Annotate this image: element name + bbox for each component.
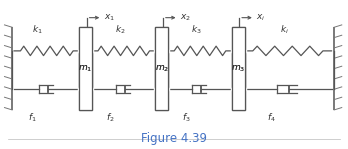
Bar: [231, 27, 245, 110]
Bar: [155, 27, 168, 110]
Text: $f_2$: $f_2$: [105, 111, 114, 124]
Text: $k_2$: $k_2$: [115, 24, 126, 36]
Bar: [79, 27, 92, 110]
Text: $x_2$: $x_2$: [180, 12, 191, 23]
Text: $m_1$: $m_1$: [79, 63, 93, 74]
Text: Figure 4.39: Figure 4.39: [141, 132, 207, 145]
Bar: [155, 27, 168, 110]
Text: $m_1$: $m_1$: [79, 63, 93, 74]
Text: $f_4$: $f_4$: [267, 111, 276, 124]
Text: $m_2$: $m_2$: [155, 63, 169, 74]
Text: $f_1$: $f_1$: [27, 111, 36, 124]
Text: $m_3$: $m_3$: [231, 63, 245, 74]
Text: $m_3$: $m_3$: [231, 63, 245, 74]
Text: $k_i$: $k_i$: [280, 24, 290, 36]
Text: $x_1$: $x_1$: [104, 12, 115, 23]
Text: $k_1$: $k_1$: [32, 24, 42, 36]
Bar: [79, 27, 92, 110]
Text: $m_2$: $m_2$: [155, 63, 169, 74]
Text: $f_3$: $f_3$: [182, 111, 190, 124]
Text: $x_i$: $x_i$: [256, 12, 266, 23]
Text: $k_3$: $k_3$: [191, 24, 202, 36]
Bar: [231, 27, 245, 110]
